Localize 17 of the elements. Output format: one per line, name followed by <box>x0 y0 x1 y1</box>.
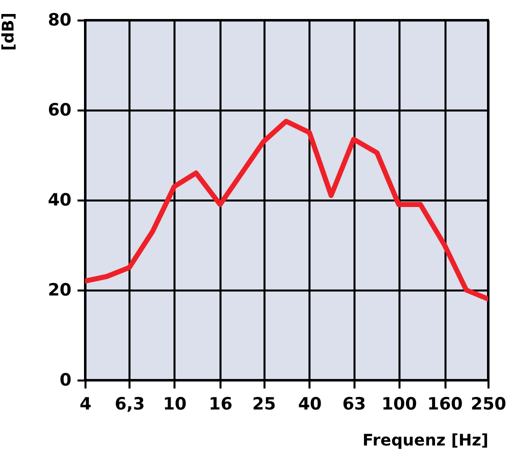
x-tick-label: 25 <box>252 394 276 414</box>
y-tick-label: 80 <box>48 10 72 30</box>
x-tick-label: 100 <box>381 394 418 414</box>
x-tick-label: 4 <box>80 394 92 414</box>
y-axis-title: [dB] <box>0 12 18 51</box>
y-tick-label: 0 <box>60 370 72 390</box>
x-tick-label: 16 <box>208 394 232 414</box>
x-tick-label: 10 <box>162 394 187 414</box>
y-tick-label: 40 <box>48 190 72 210</box>
x-tick-label: 6,3 <box>114 394 145 414</box>
x-tick-label: 160 <box>427 394 463 414</box>
y-tick-label: 60 <box>48 100 72 120</box>
x-tick-label: 250 <box>470 394 506 414</box>
x-axis-title: Frequenz [Hz] <box>362 430 488 450</box>
x-tick-label: 40 <box>298 394 322 414</box>
x-tick-label: 63 <box>342 394 366 414</box>
y-tick-label: 20 <box>48 280 72 300</box>
